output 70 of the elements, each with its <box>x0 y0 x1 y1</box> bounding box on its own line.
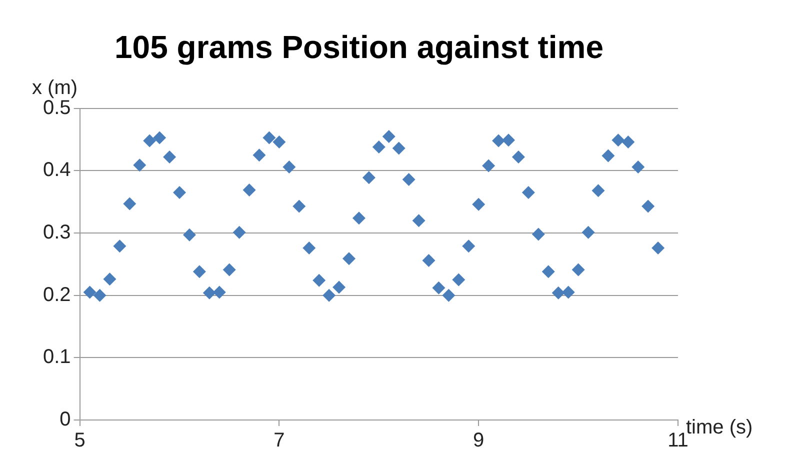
point <box>332 280 346 294</box>
point <box>452 273 466 286</box>
point <box>123 197 136 210</box>
point <box>232 226 246 239</box>
point <box>202 286 216 300</box>
point <box>572 263 585 276</box>
x-tick-label: 11 <box>668 430 688 452</box>
point <box>562 286 575 299</box>
point <box>282 160 296 174</box>
y-tick-label: 0.2 <box>42 284 71 306</box>
x-tick-label: 7 <box>274 430 285 452</box>
point <box>103 272 116 286</box>
point <box>642 200 655 213</box>
point <box>83 286 96 299</box>
point <box>652 241 665 254</box>
point <box>113 240 126 253</box>
x-tick-label: 9 <box>473 430 484 452</box>
point <box>592 184 605 198</box>
y-tick-label: 0.3 <box>42 222 71 244</box>
point <box>182 228 196 242</box>
point <box>502 134 516 147</box>
y-tick-label: 0.4 <box>42 159 71 182</box>
point <box>622 136 635 149</box>
point <box>522 186 535 200</box>
point <box>222 263 236 276</box>
point <box>532 228 545 241</box>
point <box>542 265 555 278</box>
point <box>143 134 156 148</box>
point <box>292 200 306 213</box>
point <box>372 140 386 154</box>
point <box>153 131 166 144</box>
x-axis-title: time (s) <box>686 416 753 439</box>
point <box>262 131 276 144</box>
x-tick-label: 5 <box>74 430 86 452</box>
point <box>632 160 645 174</box>
point <box>432 281 446 294</box>
point <box>612 134 625 147</box>
y-tick-label: 0.1 <box>42 346 71 368</box>
point <box>93 288 106 302</box>
point <box>192 265 206 278</box>
point <box>173 186 186 200</box>
point <box>402 172 416 186</box>
point <box>242 184 256 197</box>
y-axis-title: x (m) <box>32 76 78 99</box>
point <box>352 212 366 225</box>
point <box>302 241 316 254</box>
point <box>462 240 476 253</box>
point <box>392 142 406 155</box>
point <box>492 134 506 148</box>
point <box>422 254 436 267</box>
chart-title: 105 grams Position against time <box>114 29 604 66</box>
point <box>382 130 396 143</box>
point <box>512 150 525 164</box>
point <box>252 148 266 162</box>
point <box>552 286 565 300</box>
point <box>412 214 426 228</box>
point <box>133 158 146 172</box>
point <box>312 274 326 287</box>
point <box>362 171 376 184</box>
point <box>212 286 226 299</box>
point <box>272 136 286 149</box>
point <box>602 149 615 162</box>
point <box>442 288 456 302</box>
point <box>163 150 176 164</box>
point <box>582 226 595 239</box>
point <box>482 159 496 172</box>
point <box>472 198 486 211</box>
point <box>342 252 356 266</box>
point <box>322 288 336 302</box>
y-tick-label: 0 <box>60 408 71 431</box>
